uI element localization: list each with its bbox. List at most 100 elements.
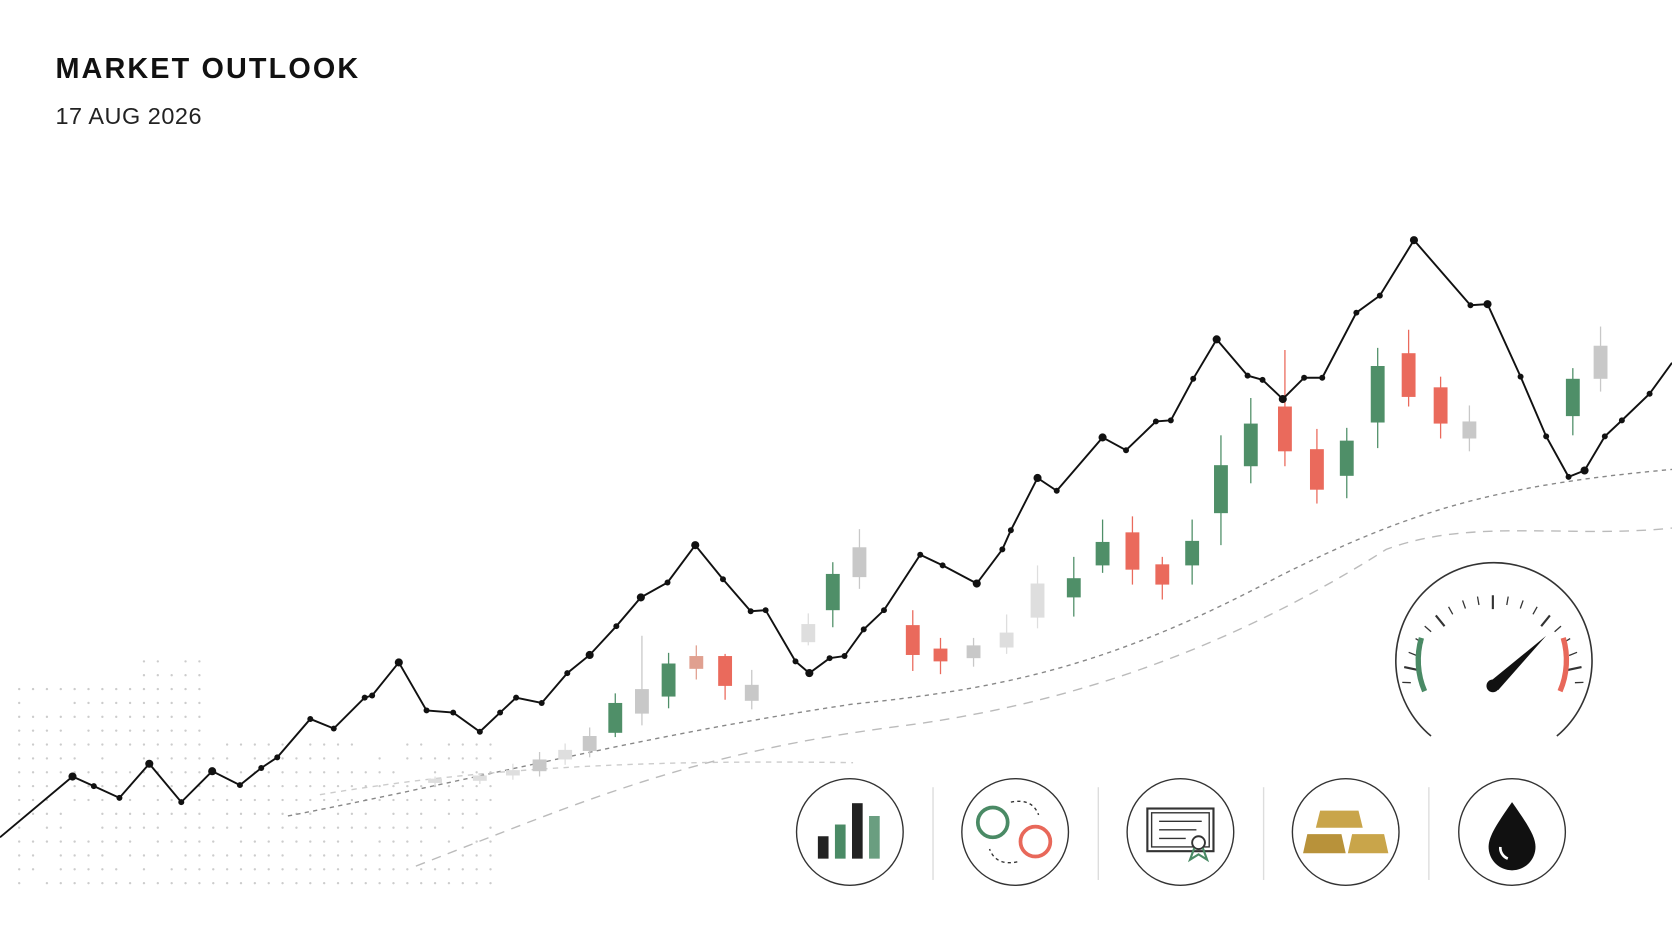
dot [268, 827, 270, 829]
dot [295, 840, 297, 842]
line-point [331, 726, 337, 732]
dot [254, 785, 256, 787]
candle-body [1310, 449, 1324, 490]
dot [434, 757, 436, 759]
dot [448, 813, 450, 815]
dot [420, 813, 422, 815]
dot [87, 868, 89, 870]
gauge-tick [1425, 626, 1431, 632]
line-point [477, 729, 483, 735]
dot [60, 813, 62, 815]
dot [212, 882, 214, 884]
candle-body [608, 703, 622, 733]
dot [18, 771, 20, 773]
dot [281, 868, 283, 870]
dot [281, 827, 283, 829]
dot [378, 757, 380, 759]
dot [365, 868, 367, 870]
dot [18, 854, 20, 856]
dot [198, 799, 200, 801]
line-point [973, 579, 981, 587]
dot [309, 827, 311, 829]
dot [281, 799, 283, 801]
dot [18, 716, 20, 718]
dot [101, 771, 103, 773]
dot [87, 785, 89, 787]
line-point [940, 562, 946, 568]
dot [212, 854, 214, 856]
dot [115, 785, 117, 787]
candle-body [662, 664, 676, 697]
dot [101, 827, 103, 829]
dot [60, 743, 62, 745]
line-point [424, 707, 430, 713]
dot [392, 882, 394, 884]
dot [281, 882, 283, 884]
dot [406, 743, 408, 745]
candle-body [1185, 541, 1199, 566]
exchange-icon [978, 801, 1051, 862]
dot [101, 840, 103, 842]
dot [420, 785, 422, 787]
dot [198, 868, 200, 870]
oil-icon [1489, 802, 1536, 870]
candle-body [718, 656, 732, 686]
candles [428, 327, 1607, 786]
dot [212, 785, 214, 787]
dot [448, 840, 450, 842]
line-point [1410, 236, 1418, 244]
dot [365, 771, 367, 773]
candle-body [689, 656, 703, 669]
candle-body [801, 624, 815, 642]
dot [489, 743, 491, 745]
dot [254, 799, 256, 801]
dot [448, 757, 450, 759]
line-point [1245, 373, 1251, 379]
line-point [805, 669, 813, 677]
title: MARKET OUTLOOK [55, 53, 360, 85]
dot [392, 799, 394, 801]
dot [143, 827, 145, 829]
dot [115, 813, 117, 815]
line-point [91, 783, 97, 789]
dot [392, 854, 394, 856]
dot [351, 868, 353, 870]
dot [337, 854, 339, 856]
dot [157, 674, 159, 676]
trend-curve [416, 528, 1672, 866]
dot [434, 799, 436, 801]
dot [101, 688, 103, 690]
dot [115, 730, 117, 732]
dot [87, 730, 89, 732]
dot [351, 854, 353, 856]
dot [198, 730, 200, 732]
gauge-tick [1533, 607, 1537, 614]
dot [226, 854, 228, 856]
line-point [665, 579, 671, 585]
gauge-hub [1486, 680, 1499, 693]
dot [212, 799, 214, 801]
dot [448, 785, 450, 787]
dot [323, 854, 325, 856]
dot [184, 716, 186, 718]
dot [73, 799, 75, 801]
dot [171, 785, 173, 787]
dot [171, 743, 173, 745]
gauge-tick [1568, 667, 1582, 670]
line-point [208, 767, 216, 775]
dot [18, 868, 20, 870]
dot [462, 799, 464, 801]
dot [198, 757, 200, 759]
dot [184, 771, 186, 773]
line-point [1033, 474, 1041, 482]
line-point [362, 695, 368, 701]
dot [268, 813, 270, 815]
line-point [748, 608, 754, 614]
dot [351, 743, 353, 745]
line-point [792, 658, 798, 664]
dot [475, 882, 477, 884]
candle-body [1462, 421, 1476, 438]
gauge-tick [1507, 597, 1508, 605]
dot [184, 827, 186, 829]
dot [101, 882, 103, 884]
